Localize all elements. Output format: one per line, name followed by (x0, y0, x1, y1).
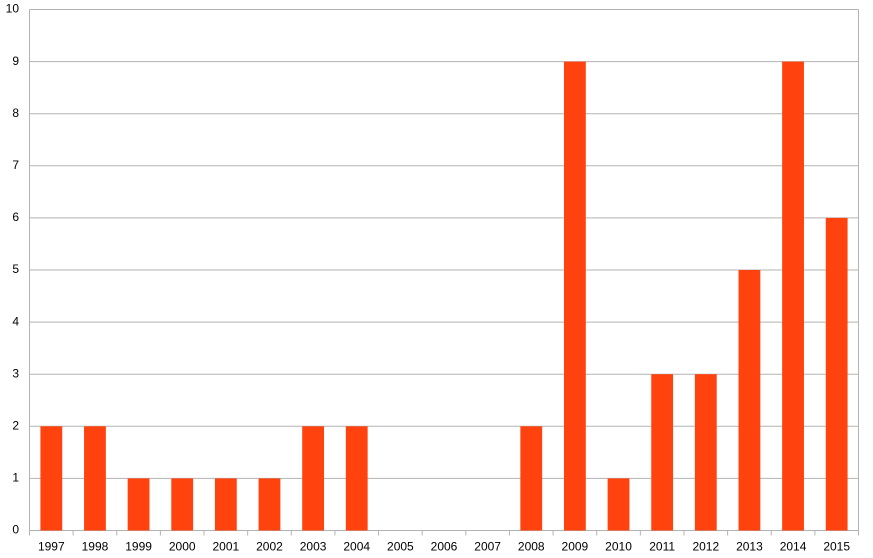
bar (825, 217, 848, 531)
x-tick-label: 2001 (212, 540, 239, 554)
bar (258, 478, 281, 531)
bar (738, 270, 761, 531)
x-tick-label: 2000 (169, 540, 196, 554)
x-tick-label: 2004 (343, 540, 370, 554)
y-tick-label: 10 (6, 2, 20, 16)
x-tick-label: 2013 (736, 540, 763, 554)
bar (651, 374, 674, 531)
bar (214, 478, 237, 531)
x-tick-label: 2006 (431, 540, 458, 554)
x-tick-label: 2003 (300, 540, 327, 554)
y-tick-label: 4 (12, 314, 19, 328)
y-tick-label: 2 (12, 418, 19, 432)
bar (302, 426, 325, 531)
x-tick-label: 1997 (38, 540, 65, 554)
y-tick-label: 7 (12, 158, 19, 172)
y-tick-label: 8 (12, 106, 19, 120)
y-tick-label: 9 (12, 54, 19, 68)
bar (694, 374, 717, 531)
x-tick-label: 2010 (605, 540, 632, 554)
y-tick-label: 3 (12, 366, 19, 380)
x-tick-label: 2014 (780, 540, 807, 554)
y-tick-label: 1 (12, 471, 19, 485)
x-tick-label: 2002 (256, 540, 283, 554)
x-tick-label: 2007 (474, 540, 501, 554)
bar (782, 61, 804, 531)
y-tick-label: 0 (12, 523, 19, 537)
bar (171, 478, 194, 531)
x-tick-label: 2011 (649, 540, 675, 554)
x-tick-label: 1998 (82, 540, 109, 554)
bar (520, 426, 543, 531)
x-tick-label: 2015 (823, 540, 850, 554)
bar (127, 478, 150, 531)
bar (84, 426, 106, 531)
x-tick-label: 1999 (125, 540, 152, 554)
bar (345, 426, 368, 531)
x-tick-label: 2008 (518, 540, 545, 554)
x-tick-label: 2005 (387, 540, 414, 554)
bar (607, 478, 630, 531)
y-tick-label: 6 (12, 210, 19, 224)
x-tick-label: 2012 (692, 540, 719, 554)
x-tick-label: 2009 (562, 540, 589, 554)
y-tick-label: 5 (12, 262, 19, 276)
bar (563, 61, 586, 531)
bar (40, 426, 63, 531)
